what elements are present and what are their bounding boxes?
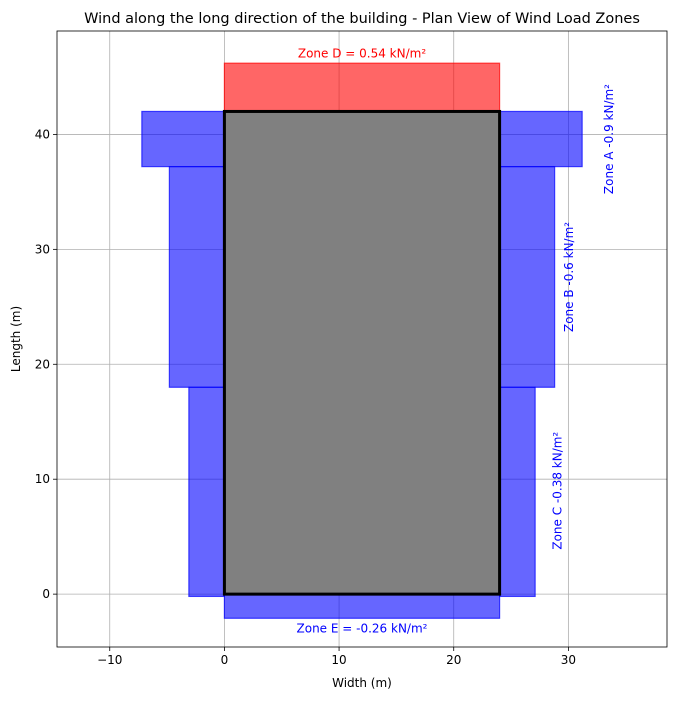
zone-e-label: Zone E = -0.26 kN/m² [297,622,428,636]
zone-a-rect [141,110,226,168]
x-tick-label: −10 [97,653,122,667]
zone-layer [141,62,583,619]
tick-layer: −10 0 10 20 30 0 10 20 30 40 [35,127,576,667]
zone-c-rect [188,386,226,598]
zone-c-label: Zone C -0.38 kN/m² [551,432,565,550]
zone-a-label: Zone A -0.9 kN/m² [602,84,616,194]
zone-d-rect [223,62,501,113]
y-tick-label: 0 [42,587,50,601]
zone-a-rect [498,110,583,168]
x-axis-label: Width (m) [332,676,392,690]
building-layer [222,109,502,596]
chart-title: Wind along the long direction of the bui… [84,11,640,27]
zone-b-label: Zone B -0.6 kN/m² [562,222,576,332]
x-tick-label: 10 [331,653,346,667]
building-footprint [222,109,502,596]
x-tick-label: 0 [221,653,229,667]
x-tick-label: 20 [446,653,461,667]
zone-label-layer: Zone D = 0.54 kN/m² Zone E = -0.26 kN/m² Z… [297,46,617,635]
plot-frame [56,30,668,648]
x-tick-label: 30 [561,653,576,667]
y-axis-label: Length (m) [9,306,23,372]
zone-e-rect [223,593,501,619]
zone-c-rect [498,386,536,598]
y-tick-label: 20 [35,357,50,371]
zone-d-label: Zone D = 0.54 kN/m² [298,46,426,60]
y-tick-label: 10 [35,472,50,486]
zone-b-rect [168,166,226,388]
y-tick-label: 40 [35,127,50,141]
zone-b-rect [498,166,556,388]
y-tick-label: 30 [35,242,50,256]
